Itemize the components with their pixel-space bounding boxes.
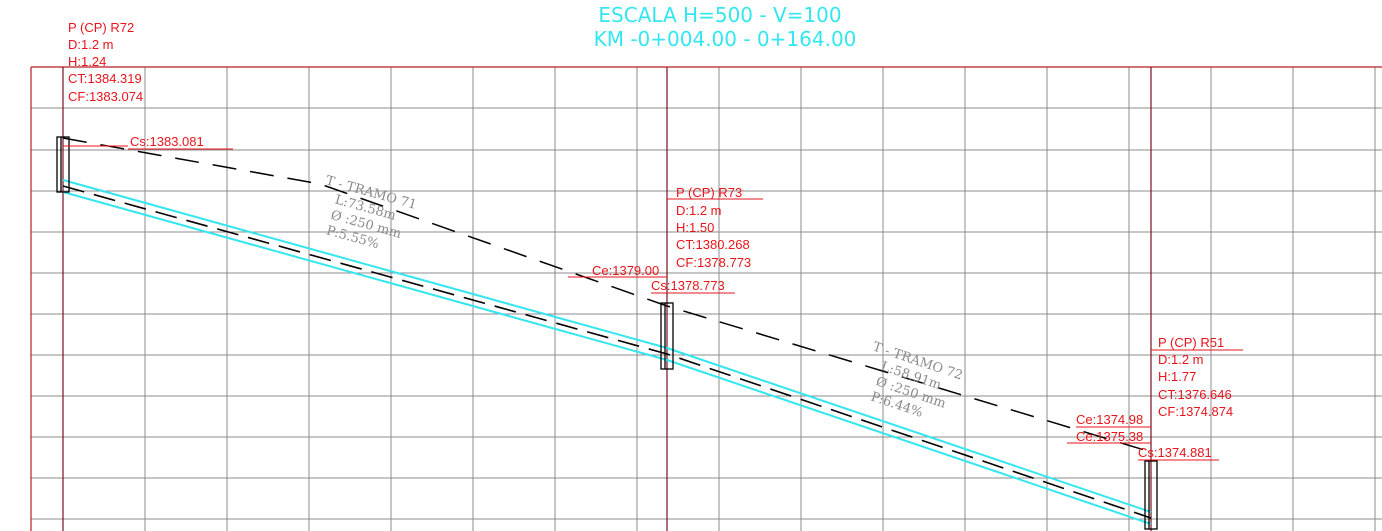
km-range-title: KM -0+004.00 - 0+164.00 <box>594 27 857 51</box>
r73-ce-level: Ce:1379.00 <box>592 263 659 278</box>
r51-ce-level-2: Ce:1375.38 <box>1076 429 1143 444</box>
scale-title: ESCALA H=500 - V=100 <box>598 3 841 27</box>
pipe-tramo-71 <box>62 179 668 361</box>
grid-frame <box>30 66 1382 531</box>
profile-grid <box>31 67 1382 531</box>
r73-ct: CT:1380.268 <box>676 237 750 252</box>
pipe-71-top <box>62 179 668 349</box>
r73-diameter: D:1.2 m <box>676 203 722 218</box>
tramo-71-label: T - TRAMO 71 L:73.58m Ø :250 mm P:5.55% <box>324 173 418 252</box>
r72-ct: CT:1384.319 <box>68 71 142 86</box>
r72-cf: CF:1383.074 <box>68 89 143 104</box>
r73-cs-level: Cs:1378.773 <box>651 278 725 293</box>
manhole-shafts <box>56 136 1158 530</box>
r51-title: P (CP) R51 <box>1158 335 1224 350</box>
manhole-label-r51: P (CP) R51 D:1.2 m H:1.77 CT:1376.646 CF… <box>1067 335 1243 461</box>
tramo-72-label: T - TRAMO 72 L:58.91m Ø :250 mm P:6.44% <box>869 340 965 421</box>
pipe-72-top <box>666 347 1152 513</box>
manhole-label-r73: P (CP) R73 D:1.2 m H:1.50 CT:1380.268 CF… <box>568 185 763 294</box>
manhole-label-r72: P (CP) R72 D:1.2 m H:1.24 CT:1384.319 CF… <box>63 20 233 150</box>
pipe-71-bottom <box>62 191 668 361</box>
r51-cf: CF:1374.874 <box>1158 404 1233 419</box>
r72-diameter: D:1.2 m <box>68 37 114 52</box>
r51-height: H:1.77 <box>1158 369 1196 384</box>
r73-title: P (CP) R73 <box>676 185 742 200</box>
r51-ct: CT:1376.646 <box>1158 387 1232 402</box>
shaft-r73 <box>660 302 674 370</box>
r72-height: H:1.24 <box>68 54 106 69</box>
r72-title: P (CP) R72 <box>68 20 134 35</box>
pipe-tramo-72 <box>666 347 1152 525</box>
r51-cs-level: Cs:1374.881 <box>1138 445 1212 460</box>
manhole-axes <box>62 67 1152 531</box>
terrain-line <box>62 137 1152 453</box>
r51-ce-level-1: Ce:1374.98 <box>1076 412 1143 427</box>
shaft-r72 <box>56 136 70 193</box>
r73-height: H:1.50 <box>676 220 714 235</box>
r73-cf: CF:1378.773 <box>676 255 751 270</box>
r51-diameter: D:1.2 m <box>1158 352 1204 367</box>
pipe-72-bottom <box>666 359 1152 525</box>
r72-cs-level: Cs:1383.081 <box>130 134 204 149</box>
shaft-r51 <box>1144 460 1158 530</box>
pipe-axis-dashed <box>62 185 1152 519</box>
